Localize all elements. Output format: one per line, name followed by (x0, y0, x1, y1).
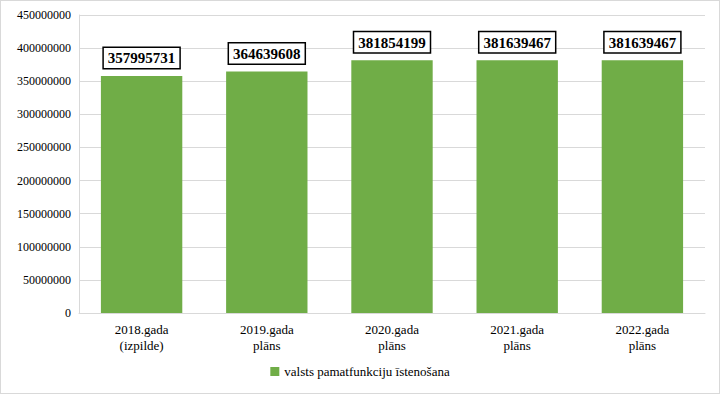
svg-text:100000000: 100000000 (17, 240, 71, 254)
svg-text:381639467: 381639467 (609, 35, 677, 51)
svg-text:valsts pamatfunkciju īstenošan: valsts pamatfunkciju īstenošana (284, 364, 450, 379)
svg-text:plāns: plāns (253, 338, 280, 353)
svg-text:2018.gada: 2018.gada (115, 322, 169, 337)
svg-text:0: 0 (65, 306, 71, 320)
svg-text:450000000: 450000000 (17, 8, 71, 22)
svg-text:400000000: 400000000 (17, 41, 71, 55)
svg-text:381639467: 381639467 (483, 35, 551, 51)
svg-text:2021.gada: 2021.gada (490, 322, 544, 337)
svg-text:381854199: 381854199 (358, 35, 426, 51)
svg-text:plāns: plāns (503, 338, 530, 353)
svg-text:plāns: plāns (378, 338, 405, 353)
svg-text:200000000: 200000000 (17, 174, 71, 188)
svg-text:300000000: 300000000 (17, 107, 71, 121)
svg-text:50000000: 50000000 (23, 273, 71, 287)
svg-text:(izpilde): (izpilde) (120, 338, 164, 353)
svg-text:350000000: 350000000 (17, 74, 71, 88)
svg-text:plāns: plāns (629, 338, 656, 353)
svg-text:2019.gada: 2019.gada (240, 322, 294, 337)
svg-text:150000000: 150000000 (17, 207, 71, 221)
svg-text:2020.gada: 2020.gada (365, 322, 419, 337)
svg-text:2022.gada: 2022.gada (616, 322, 670, 337)
svg-text:357995731: 357995731 (108, 50, 176, 66)
svg-text:250000000: 250000000 (17, 140, 71, 154)
svg-text:364639608: 364639608 (233, 46, 301, 62)
